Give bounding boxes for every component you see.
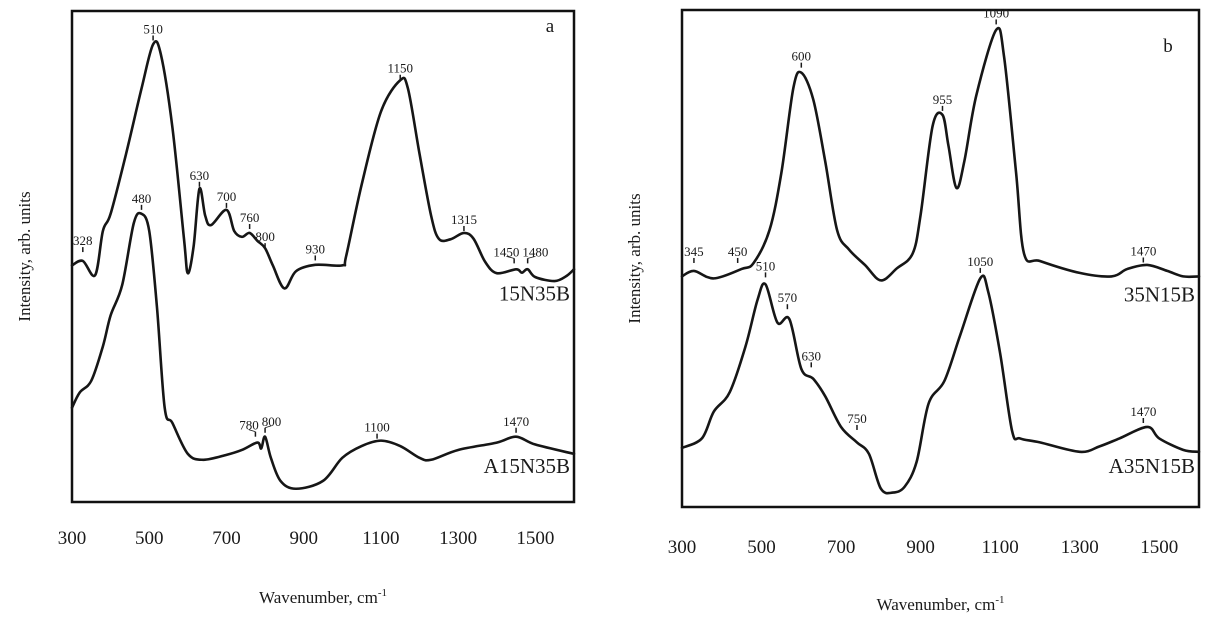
peak-label: 760	[240, 210, 260, 225]
peak-label: 630	[190, 168, 210, 183]
plot-frame	[680, 8, 1201, 509]
x-tick-label: 1500	[1140, 537, 1178, 558]
peak-label: 1470	[1130, 243, 1156, 258]
x-tick-label: 1100	[362, 528, 399, 549]
series-line-A15N35B	[70, 211, 576, 491]
y-axis-label: Intensity, arb. units	[15, 191, 34, 321]
x-tick-label: 700	[827, 537, 856, 558]
peak-label: 328	[73, 233, 93, 248]
peak-label: 1150	[387, 61, 413, 76]
peak-label: 930	[306, 241, 326, 256]
y-axis-label: Intensity, arb. units	[625, 193, 644, 323]
peak-label: 750	[847, 411, 867, 426]
peak-label: 700	[217, 189, 237, 204]
x-axis-label: Wavenumber, cm-1	[259, 587, 387, 607]
x-tick-label: 300	[58, 528, 87, 549]
series-label: A35N15B	[1109, 454, 1195, 478]
x-axis-label-superscript: -1	[995, 594, 1004, 606]
peak-label: 570	[778, 290, 798, 305]
peak-label: 1470	[503, 414, 529, 429]
x-tick-label: 1100	[982, 537, 1019, 558]
series-line-A35N15B	[680, 274, 1201, 495]
x-tick-label: 500	[747, 537, 776, 558]
peak-label-leader	[264, 425, 272, 429]
peak-label: 800	[262, 414, 282, 429]
x-tick-label: 500	[135, 528, 164, 549]
panel-letter: b	[1163, 36, 1173, 57]
peak-label: 600	[792, 49, 812, 64]
x-tick-label: 1300	[1061, 537, 1099, 558]
panel-letter: a	[546, 16, 555, 37]
peak-label: 1090	[983, 5, 1009, 20]
peak-label: 480	[132, 191, 152, 206]
peak-label-leader	[506, 255, 515, 259]
peak-label-leader	[527, 255, 536, 259]
panel-b: 300 500 700 900 1100 1300 1500 Wavenumber, cm-1…	[625, 5, 1201, 614]
x-axis-label: Wavenumber, cm-1	[877, 594, 1005, 614]
peak-label: 800	[255, 229, 275, 244]
series-label: 35N15B	[1124, 283, 1195, 307]
peak-label: 510	[756, 258, 776, 273]
x-tick-label: 1500	[516, 528, 554, 549]
peak-label: 345	[684, 244, 704, 259]
x-tick-label: 300	[668, 537, 697, 558]
peak-label: 1480	[522, 244, 548, 259]
peak-label: 1050	[967, 254, 993, 269]
peak-label: 510	[143, 21, 163, 36]
plot-frame	[70, 9, 576, 504]
panel-a: 300 500 700 900 1100 1300 1500 Wavenumber, cm-1…	[15, 9, 576, 607]
x-axis-label-text: Wavenumber, cm	[877, 595, 996, 614]
peak-label: 1315	[451, 212, 477, 227]
peak-label: 780	[239, 418, 259, 433]
peak-label: 1100	[364, 420, 390, 435]
x-axis-label-superscript: -1	[378, 587, 387, 599]
peak-label: 450	[728, 244, 748, 259]
peak-label-leader	[248, 429, 256, 433]
peak-label: 1470	[1130, 404, 1156, 419]
series-label: 15N35B	[499, 282, 570, 306]
x-tick-label: 900	[906, 537, 935, 558]
peak-label: 1450	[493, 244, 519, 259]
x-tick-label: 900	[289, 528, 318, 549]
series-line-15N35B	[70, 40, 576, 290]
x-tick-label: 700	[212, 528, 241, 549]
series-label: A15N35B	[484, 454, 570, 478]
peak-label: 630	[802, 348, 822, 363]
x-axis-label-text: Wavenumber, cm	[259, 588, 378, 607]
series-line-35N15B	[680, 26, 1201, 282]
x-tick-label: 1300	[439, 528, 477, 549]
peak-label: 955	[933, 92, 953, 107]
